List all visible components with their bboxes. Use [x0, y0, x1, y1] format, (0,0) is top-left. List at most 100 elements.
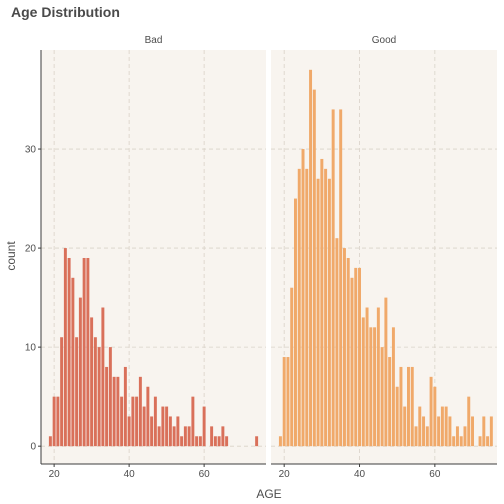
bar	[93, 337, 97, 447]
bar	[90, 317, 94, 447]
bar	[489, 416, 493, 447]
bar	[422, 416, 426, 447]
bar	[198, 436, 202, 447]
bar	[221, 426, 225, 447]
y-tick-label: 0	[30, 442, 36, 453]
x-tick-label: 40	[354, 469, 366, 480]
x-tick-label: 40	[124, 469, 136, 480]
bar	[320, 158, 324, 447]
bar	[324, 168, 328, 447]
bar	[486, 436, 490, 447]
bar	[56, 396, 60, 447]
bar	[48, 436, 52, 447]
x-tick-label: 60	[429, 469, 441, 480]
bar	[407, 366, 410, 447]
bar	[153, 396, 157, 447]
bar	[373, 327, 377, 447]
bar	[444, 406, 448, 447]
y-tick-label: 10	[25, 343, 37, 354]
bar	[365, 307, 369, 447]
bar	[131, 396, 135, 447]
panel-background	[271, 50, 497, 464]
x-tick-label: 20	[279, 469, 291, 480]
bar	[282, 357, 286, 447]
bar	[482, 416, 486, 447]
bar	[346, 257, 350, 447]
bar	[187, 426, 191, 447]
bar	[388, 357, 392, 447]
bar	[384, 297, 388, 447]
bar	[301, 149, 305, 447]
bar	[455, 426, 459, 447]
bar	[168, 416, 172, 447]
y-tick-label: 30	[25, 145, 37, 156]
bar	[127, 416, 131, 447]
bar	[467, 396, 471, 447]
bar	[459, 436, 463, 447]
bar	[217, 436, 221, 447]
bar	[339, 109, 343, 447]
bar	[433, 386, 437, 447]
bar	[391, 327, 395, 447]
bar	[176, 416, 180, 447]
bar	[180, 436, 184, 447]
bar	[202, 406, 206, 447]
bar	[165, 406, 169, 447]
x-tick-label: 60	[199, 469, 211, 480]
bar	[437, 416, 441, 447]
bar	[75, 337, 79, 447]
bar	[105, 366, 109, 447]
y-axis-ticks: 0 10 20 30	[25, 145, 41, 453]
bar	[414, 426, 418, 447]
bar	[120, 396, 124, 447]
bar	[112, 376, 116, 447]
bar	[331, 109, 335, 447]
bar	[60, 337, 64, 447]
bar	[327, 178, 331, 447]
bar	[146, 386, 150, 447]
bar	[425, 426, 429, 447]
chart-title: Age Distribution	[11, 4, 120, 20]
y-axis-label: count	[4, 241, 18, 271]
facet-strip-label: Good	[372, 35, 396, 46]
bar	[213, 436, 217, 447]
bar	[440, 406, 444, 447]
x-tick-label: 20	[49, 469, 61, 480]
bar	[191, 396, 195, 447]
bar	[108, 347, 112, 447]
bar	[286, 357, 290, 447]
bar	[354, 267, 358, 447]
bar	[157, 426, 161, 447]
panel-bad: Bad	[40, 35, 266, 465]
bar	[67, 257, 71, 447]
bar	[101, 307, 105, 447]
bar	[150, 416, 154, 447]
y-tick-label: 20	[25, 244, 37, 255]
bar	[380, 347, 384, 447]
bar	[52, 396, 56, 447]
facet-strip-label: Bad	[145, 35, 163, 46]
bar	[123, 366, 127, 447]
bar	[135, 396, 139, 447]
bar	[376, 307, 380, 447]
bar	[316, 178, 320, 447]
bar	[395, 386, 399, 447]
bar	[309, 69, 313, 447]
bar	[210, 426, 214, 447]
bar	[478, 436, 482, 447]
bar	[172, 426, 176, 447]
bar	[225, 436, 229, 447]
bar	[342, 248, 346, 447]
bar	[312, 89, 316, 447]
bar	[290, 287, 294, 447]
bar	[183, 426, 187, 447]
bar	[448, 416, 452, 447]
panel-good: Good	[271, 35, 497, 465]
bar	[369, 327, 373, 447]
bar	[71, 277, 75, 447]
bar	[463, 426, 467, 447]
bar	[161, 406, 165, 447]
bar	[142, 406, 146, 447]
facet-panels: Bad Good	[40, 35, 497, 465]
